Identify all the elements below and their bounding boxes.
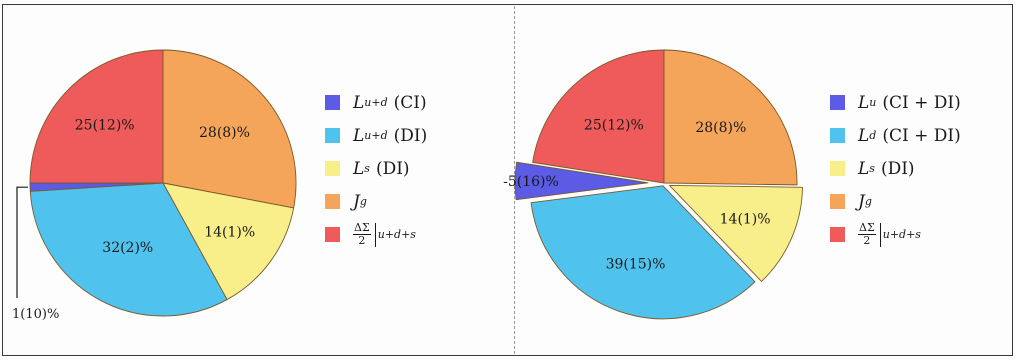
legend-symbol: L (858, 158, 870, 179)
legend-symbol: L (353, 125, 365, 146)
pie-slice-3 (669, 184, 803, 282)
pie-slice-2 (162, 49, 297, 209)
legend-superscript: d (869, 129, 877, 142)
slice-label-4: 32(2)% (102, 240, 153, 256)
slice-label-3: 14(1)% (720, 211, 771, 227)
legend-superscript: s (869, 162, 875, 175)
legend-symbol: L (858, 92, 870, 113)
pie-slice-1 (29, 49, 164, 184)
legend-swatch (830, 128, 845, 143)
legend-swatch (830, 95, 845, 110)
legend-swatch (325, 128, 340, 143)
slice-label-5: -5(16)% (503, 174, 559, 190)
legend-swatch (325, 227, 340, 242)
slice-label-3: 14(1)% (204, 224, 255, 240)
legend-fraction: ΔΣ 2 (353, 221, 371, 247)
slice-label-1: 25(12)% (75, 118, 135, 134)
legend-qualifier: (DI) (880, 158, 915, 179)
legend-qualifier: (CI) (393, 92, 427, 113)
legend-superscript: u+d+s (377, 228, 416, 241)
pie-slice-5 (514, 161, 649, 201)
legend-superscript: u+d (364, 96, 388, 109)
legend-qualifier: (DI) (393, 125, 428, 146)
legend-symbol: L (353, 158, 365, 179)
legend-swatch (325, 194, 340, 209)
legend-superscript: g (359, 195, 367, 208)
legend-swatch (325, 161, 340, 176)
legend-evaluation-bar (879, 222, 881, 247)
callout-leader-line (16, 186, 29, 298)
slice-callout-label: 1(10)% (12, 307, 59, 322)
legend-symbol: J (353, 191, 360, 212)
legend-superscript: s (364, 162, 370, 175)
legend-superscript: u+d+s (882, 228, 921, 241)
legend-symbol: L (353, 92, 365, 113)
legend-superscript: u (869, 96, 877, 109)
legend-item-5: ΔΣ 2 u+d+s (325, 218, 427, 251)
legend-item-5: ΔΣ 2 u+d+s (830, 218, 961, 251)
slice-label-1: 25(12)% (584, 117, 644, 133)
pie-slice-3 (162, 182, 295, 300)
legend-swatch (325, 95, 340, 110)
pie-slice-4 (29, 182, 228, 317)
legend-superscript: u+d (364, 129, 388, 142)
slice-label-4: 39(15)% (606, 257, 666, 273)
legend-swatch (830, 227, 845, 242)
pie-slice-5 (29, 182, 164, 192)
slice-label-2: 28(8)% (199, 125, 250, 141)
legend-symbol: J (858, 191, 865, 212)
legend-fraction: ΔΣ 2 (858, 221, 876, 247)
right-pie-chart: 25(12)% 28(8)% 14(1)% 39(15)% -5(16)% (503, 49, 803, 320)
legend-qualifier: (CI + DI) (882, 125, 961, 146)
legend-superscript: g (864, 195, 872, 208)
legend-symbol: L (858, 125, 870, 146)
left-pie-chart: 25(12)% 28(8)% 14(1)% 32(2)% 1(10)% (12, 49, 297, 322)
pie-slice-2 (663, 49, 798, 186)
slice-label-2: 28(8)% (695, 120, 746, 136)
legend-qualifier: (DI) (375, 158, 410, 179)
legend-qualifier: (CI + DI) (882, 92, 961, 113)
pie-slice-1 (532, 49, 665, 184)
legend-evaluation-bar (374, 222, 376, 247)
pie-slice-4 (530, 185, 756, 320)
panel-divider (514, 6, 515, 354)
legend-swatch (830, 194, 845, 209)
legend-swatch (830, 161, 845, 176)
